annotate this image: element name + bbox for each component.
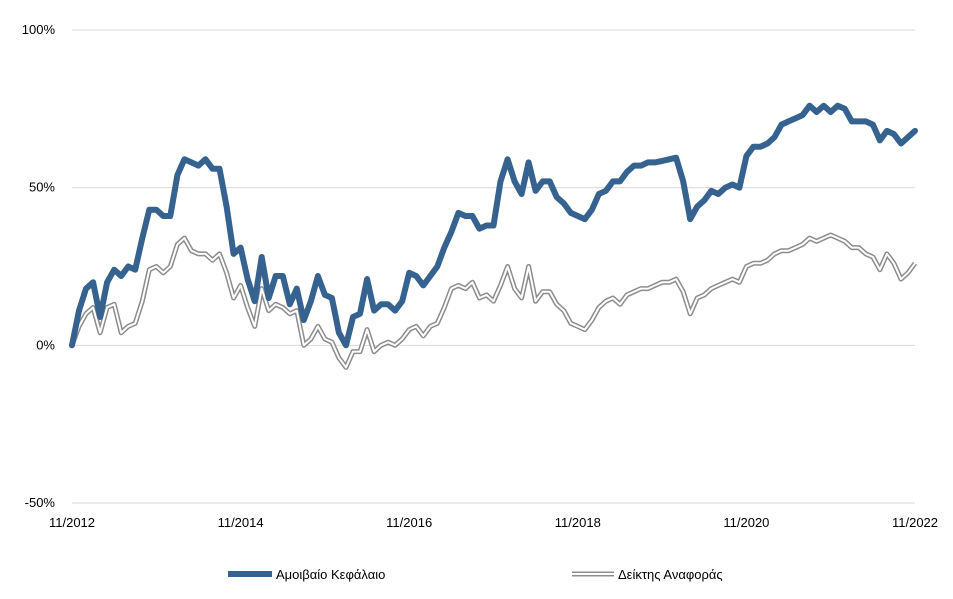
y-tick-label: 100% [22, 22, 56, 37]
x-tick-label: 11/2016 [386, 515, 432, 530]
legend: Αμοιβαίο Κεφάλαιο Δείκτης Αναφοράς [228, 567, 723, 582]
x-tick-label: 11/2020 [723, 515, 769, 530]
x-tick-label: 11/2014 [218, 515, 264, 530]
x-tick-label: 11/2022 [892, 515, 938, 530]
x-tick-label: 11/2012 [49, 515, 95, 530]
legend-label-benchmark: Δείκτης Αναφοράς [618, 567, 723, 582]
x-tick-label: 11/2018 [555, 515, 601, 530]
series-line-fund [69, 102, 918, 349]
y-tick-label: 50% [29, 180, 55, 195]
axes: 100% 50% 0% -50% 11/2012 11/2014 11/2016 11/201… [22, 22, 938, 530]
legend-label-fund: Αμοιβαίο Κεφάλαιο [276, 567, 385, 582]
gridlines [72, 29, 915, 504]
series-line-benchmark-inner [71, 234, 916, 369]
y-tick-label: 0% [36, 337, 55, 352]
series-group [69, 102, 918, 370]
y-tick-label: -50% [25, 495, 56, 510]
